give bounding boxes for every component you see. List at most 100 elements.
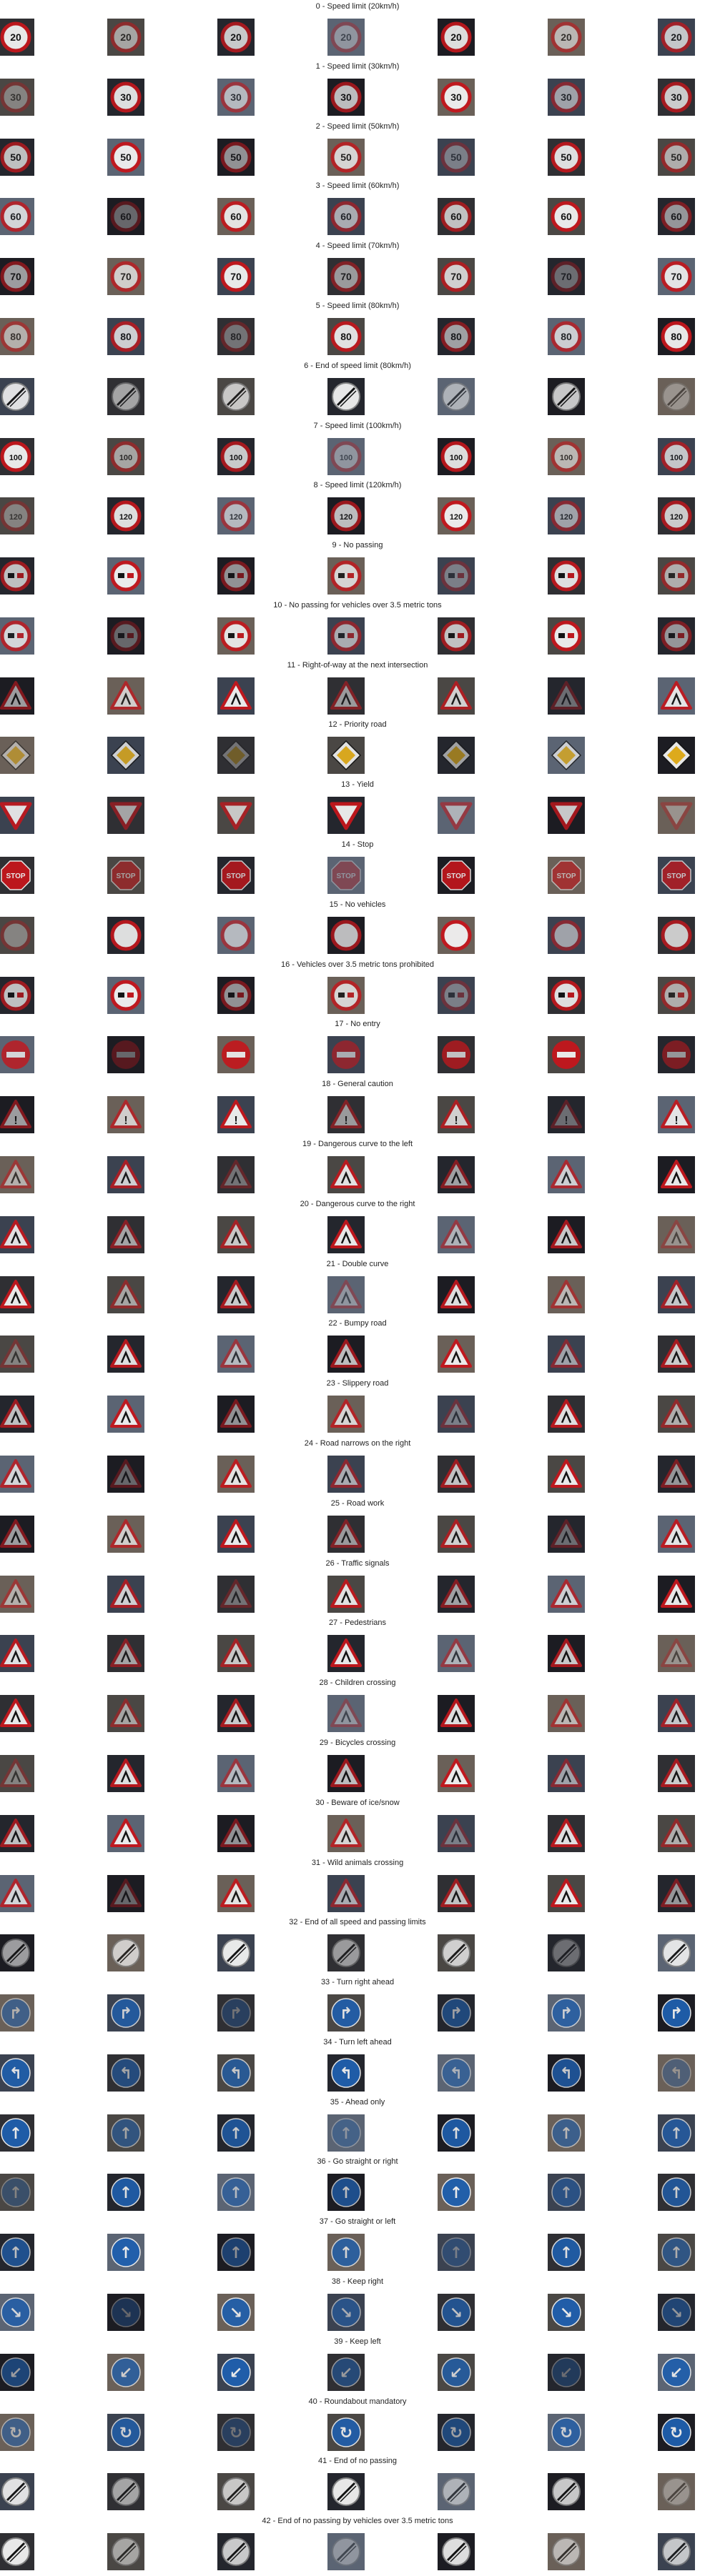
sign-thumbnail-image [442, 1040, 470, 1070]
sign-thumbnail-image: 50 [551, 141, 582, 173]
sign-thumbnail-image [662, 1040, 691, 1070]
sign-thumbnail-image [550, 802, 583, 830]
sign-thumbnail-image [220, 1578, 252, 1608]
sign-thumbnail-image: 100 [551, 441, 582, 472]
svg-text:20: 20 [10, 31, 21, 43]
sign-thumbnail [548, 2473, 585, 2511]
sign-thumbnail-image [332, 1939, 360, 1968]
sign-thumbnail-image [330, 680, 362, 710]
sign-thumbnail: ↑ [0, 2234, 34, 2272]
class-title: 39 - Keep left [334, 2337, 381, 2346]
class-row: 4 - Speed limit (70km/h) 70 70 70 70 70 70 70 [0, 241, 715, 301]
sign-thumbnail-image [110, 740, 142, 771]
svg-text:↑: ↑ [560, 2125, 573, 2143]
svg-text:50: 50 [120, 151, 132, 163]
class-title: 9 - No passing [332, 541, 383, 550]
sign-thumbnail-image: 80 [440, 321, 472, 352]
sign-thumbnail: STOP [0, 857, 34, 895]
sign-thumbnail-image: ↰ [551, 2058, 581, 2088]
svg-text:70: 70 [120, 271, 132, 282]
svg-text:!: ! [124, 1115, 127, 1127]
sign-thumbnail-image [110, 920, 142, 951]
svg-text:↻: ↻ [340, 2425, 352, 2442]
svg-text:30: 30 [120, 91, 132, 103]
sign-thumbnail-image: STOP [111, 860, 141, 890]
sign-thumbnail: 30 [548, 78, 585, 116]
sign-thumbnail [107, 1575, 144, 1613]
sign-thumbnail: 30 [327, 78, 365, 116]
sign-thumbnail-image [330, 980, 362, 1011]
sign-thumbnail [548, 677, 585, 715]
sign-thumbnail-image [442, 2477, 470, 2507]
sign-thumbnail [0, 1275, 34, 1313]
sign-thumbnail-image [220, 1160, 252, 1189]
sign-thumbnail-image: ! [330, 1100, 362, 1129]
sign-thumbnail-image [440, 1279, 472, 1308]
sign-thumbnail-image: 60 [440, 201, 472, 232]
sign-thumbnail-image [1, 2477, 30, 2507]
sign-thumbnail-image [0, 620, 31, 652]
sign-thumbnail-image [662, 382, 691, 411]
sign-thumbnail-image [0, 1578, 31, 1608]
sign-thumbnail [0, 797, 34, 835]
sign-thumbnail [438, 1515, 475, 1553]
sign-thumbnail-image [220, 740, 252, 771]
sign-thumbnail-image [220, 620, 252, 652]
sign-thumbnail: 100 [658, 437, 695, 475]
class-row: 40 - Roundabout mandatory ↻ ↻ ↻ ↻ ↻ ↻ ↻ [0, 2397, 715, 2457]
sign-thumbnail-image [112, 2537, 140, 2567]
sign-thumbnail [658, 737, 695, 775]
class-title: 21 - Double curve [326, 1259, 389, 1268]
class-row: 12 - Priority road [0, 720, 715, 780]
sign-thumbnail: STOP [327, 857, 365, 895]
sign-thumbnail-image [330, 560, 362, 592]
sign-thumbnail [0, 377, 34, 415]
class-title: 31 - Wild animals crossing [311, 1858, 404, 1867]
sign-thumbnail: ↰ [0, 2054, 34, 2092]
sign-thumbnail: 20 [0, 19, 34, 56]
svg-text:↑: ↑ [670, 2125, 683, 2143]
sign-thumbnail [217, 1874, 255, 1912]
sign-thumbnail: 60 [217, 198, 255, 236]
sign-thumbnail: ↑ [217, 2234, 255, 2272]
sign-thumbnail-image: 70 [661, 261, 692, 292]
class-row: 0 - Speed limit (20km/h) 20 20 20 20 20 20 20 [0, 1, 715, 61]
sign-thumbnail [327, 1635, 365, 1673]
sign-thumbnail-image [661, 920, 692, 951]
svg-text:80: 80 [10, 331, 21, 342]
sign-thumbnail-image [661, 1699, 692, 1728]
sign-thumbnail [107, 1635, 144, 1673]
sign-thumbnail-image: 20 [220, 21, 252, 53]
sign-thumbnail: 50 [217, 138, 255, 176]
sign-thumbnail-image [440, 1219, 472, 1248]
sign-thumbnail [327, 1275, 365, 1313]
sign-thumbnail [327, 1934, 365, 1972]
sign-thumbnail-image [662, 1939, 691, 1968]
sign-thumbnail-image [661, 1339, 692, 1368]
sign-thumbnail [548, 797, 585, 835]
sign-thumbnail [217, 797, 255, 835]
sign-thumbnail-image [661, 1818, 692, 1847]
sign-thumbnail-image [551, 1458, 582, 1488]
svg-text:STOP: STOP [116, 872, 135, 880]
sign-thumbnail [438, 2533, 475, 2571]
sign-thumbnail [217, 617, 255, 655]
sign-thumbnail-image [330, 1699, 362, 1728]
svg-text:↱: ↱ [450, 2005, 463, 2023]
svg-text:↰: ↰ [670, 2065, 683, 2083]
sign-thumbnail-image [110, 680, 142, 710]
sign-thumbnail-image: ↑ [331, 2177, 361, 2208]
svg-text:70: 70 [450, 271, 462, 282]
sign-thumbnail: 80 [0, 317, 34, 355]
sign-thumbnail: 20 [438, 19, 475, 56]
sign-thumbnail-image [330, 1878, 362, 1907]
sign-thumbnail [658, 2533, 695, 2571]
sign-thumbnail [217, 2533, 255, 2571]
sign-thumbnail [107, 1874, 144, 1912]
sign-thumbnail [107, 1455, 144, 1493]
sign-thumbnail-image [440, 680, 472, 710]
sign-thumbnail [438, 1396, 475, 1433]
sign-thumbnail [0, 2533, 34, 2571]
svg-text:↘: ↘ [9, 2304, 22, 2322]
